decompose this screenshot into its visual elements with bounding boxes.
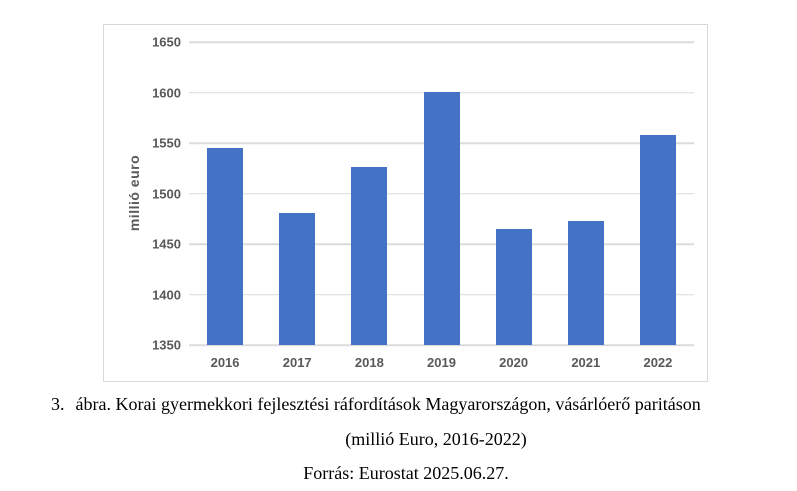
bar-2019 [423,91,460,345]
figure-caption-line1: 3. ábra. Korai gyermekkori fejlesztési r… [51,394,701,415]
y-tick-label-1450: 1450 [152,236,181,252]
x-tick-label-2017: 2017 [282,355,312,370]
y-tick-label-1400: 1400 [152,287,181,302]
x-tick-label-2018: 2018 [354,355,384,370]
figure-caption-number: 3. [51,394,65,414]
bar-2018 [351,167,388,345]
gridline-1650 [189,41,694,43]
plot-area: 1350 1400 1450 1500 1550 1600 1650 2016 2017 2018… [152,35,694,370]
x-tick-label-2022: 2022 [643,355,673,370]
y-axis-title: millió euro [126,154,142,232]
figure-caption-text: ábra. Korai gyermekkori fejlesztési ráfo… [75,394,701,414]
y-tick-label-1650: 1650 [152,34,181,50]
gridline-1350 [189,344,694,346]
y-tick-label-1350: 1350 [152,337,181,353]
figure-caption-line2: (millió Euro, 2016-2022) [345,429,527,449]
y-tick-label-1550: 1550 [152,135,181,151]
bar-2022 [639,134,676,345]
x-tick-label-2016: 2016 [210,355,240,370]
y-tick-label-1600: 1600 [152,85,181,100]
bar-2021 [567,220,604,345]
x-tick-label-2021: 2021 [571,355,601,370]
y-tick-label-1500: 1500 [152,186,181,201]
bar-2017 [279,212,316,345]
bar-2020 [495,228,532,345]
x-tick-label-2020: 2020 [499,355,529,370]
figure-caption-source: Forrás: Eurostat 2025.06.27. [303,463,509,483]
x-tick-label-2019: 2019 [427,355,456,370]
bar-2016 [207,148,244,345]
bar-chart: millió euro 1350 1400 1450 1500 1550 1600 1650… [103,24,708,382]
